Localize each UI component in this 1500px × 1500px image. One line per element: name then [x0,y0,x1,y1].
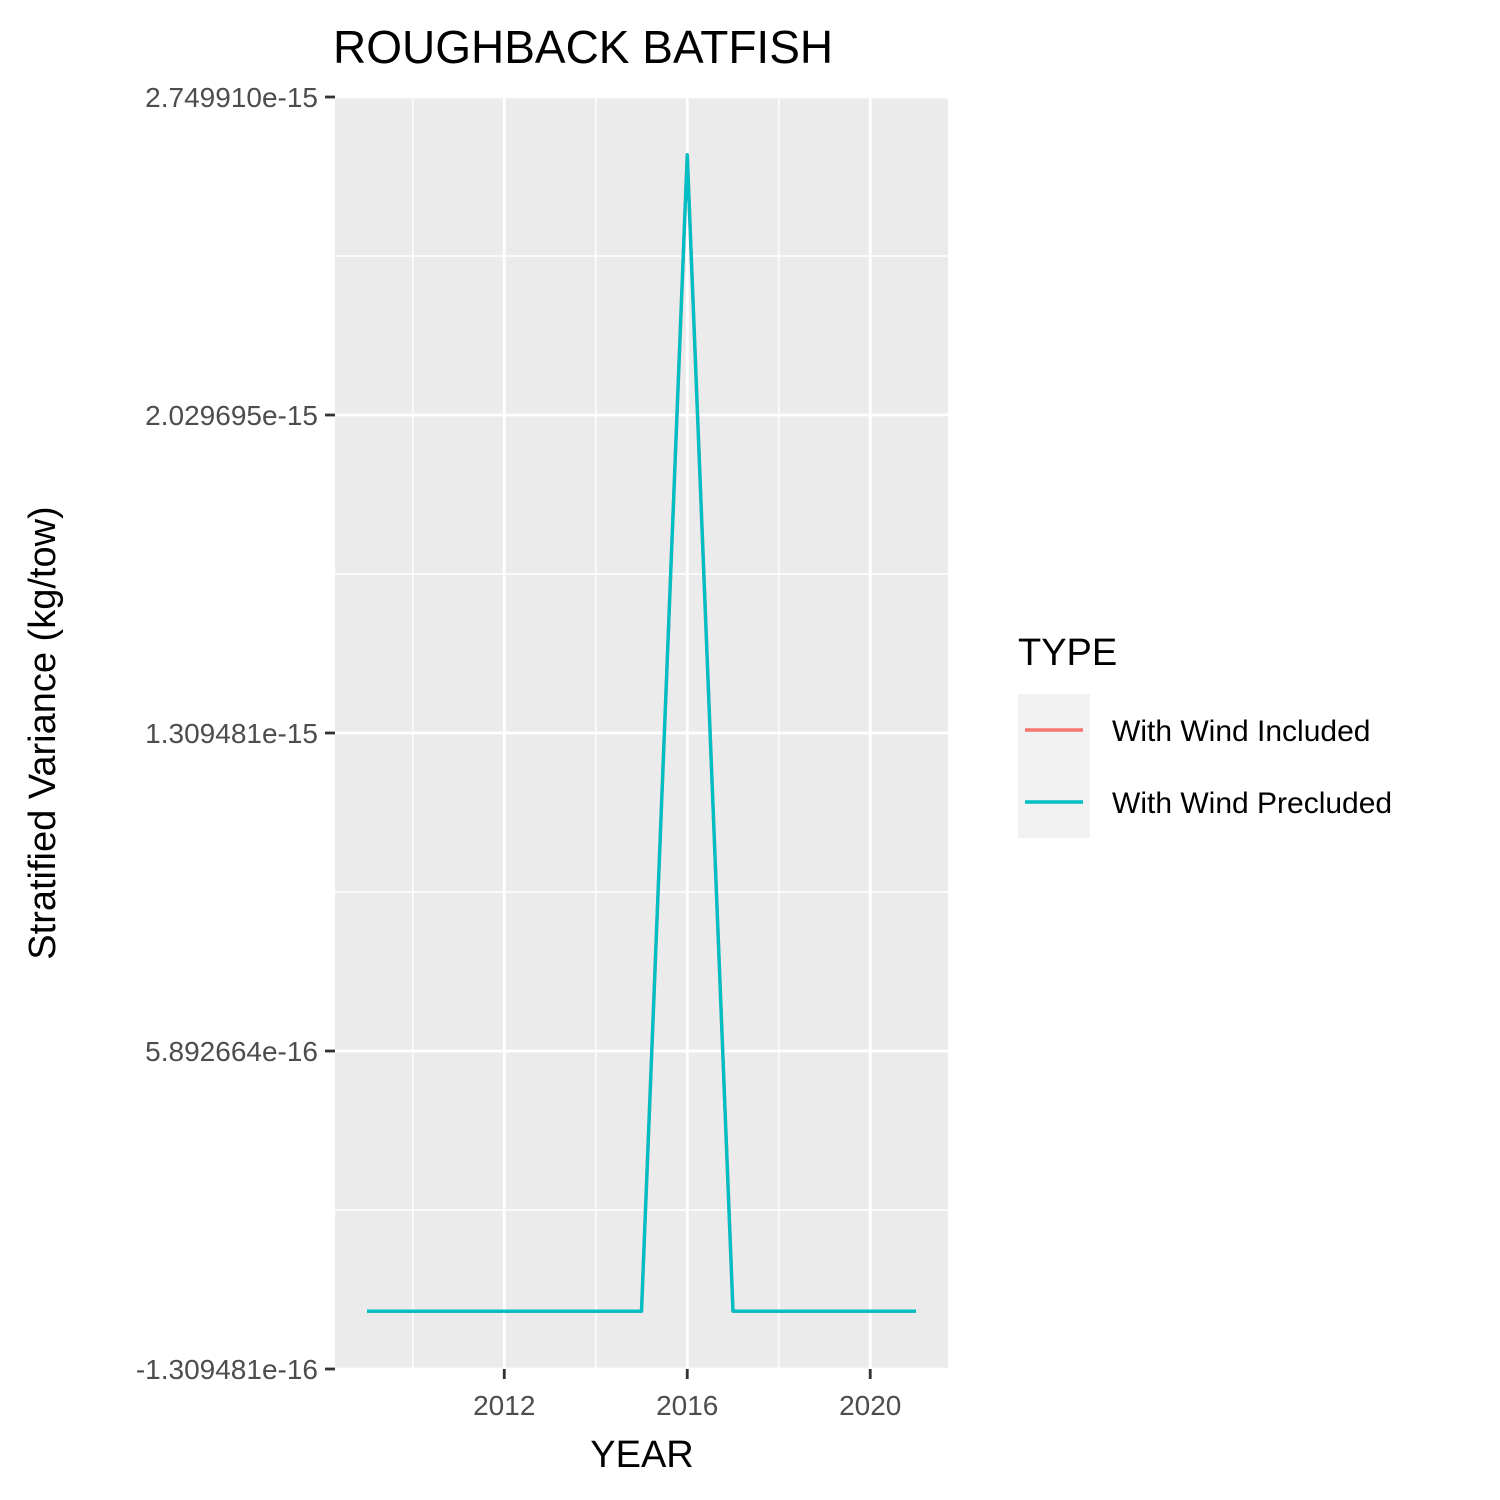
legend-keys-background [1018,694,1090,838]
grid-minor-y [335,255,948,1211]
legend-label: With Wind Included [1112,715,1370,748]
y-tick-label: 5.892664e-16 [145,1036,318,1067]
y-tick-label: 1.309481e-15 [145,718,318,749]
legend: TYPE With Wind Included With Wind Preclud… [1018,632,1392,838]
y-tick-label: -1.309481e-16 [136,1354,318,1385]
x-tick-label: 2016 [656,1390,718,1421]
legend-title: TYPE [1018,632,1117,674]
x-tick-label: 2020 [839,1390,901,1421]
y-axis: -1.309481e-16 5.892664e-16 1.309481e-15 2.0… [136,82,335,1385]
chart-title: ROUGHBACK BATFISH [333,21,833,73]
x-axis-title: YEAR [590,1434,693,1476]
y-axis-title: Stratified Variance (kg/tow) [22,506,64,959]
series-layer [367,153,916,1313]
grid-major-y [335,95,948,1371]
legend-items: With Wind Included With Wind Precluded [1025,715,1392,820]
grid-major-x [502,97,872,1369]
legend-label: With Wind Precluded [1112,787,1392,820]
x-axis: 2012 2016 2020 [473,1369,901,1421]
series-line [367,153,916,1313]
x-tick-label: 2012 [473,1390,535,1421]
y-tick-label: 2.749910e-15 [145,82,318,113]
y-tick-label: 2.029695e-15 [145,400,318,431]
